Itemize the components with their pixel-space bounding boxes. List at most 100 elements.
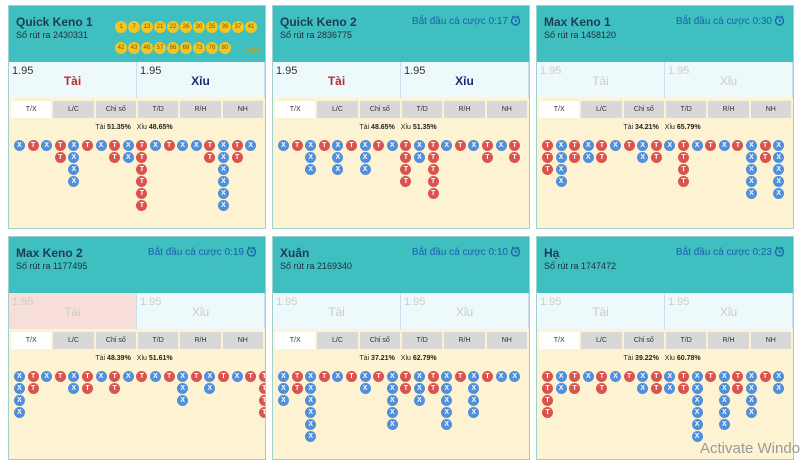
tab[interactable]: NH xyxy=(750,101,791,118)
tab[interactable]: T/X xyxy=(11,101,52,118)
tab[interactable]: R/H xyxy=(708,332,749,349)
road-bead: T xyxy=(400,176,412,187)
clock-icon xyxy=(772,15,785,27)
stat-label: Tài xyxy=(95,124,106,131)
road-bead: X xyxy=(773,176,785,187)
tab[interactable]: Chỉ số xyxy=(359,332,400,349)
road-bead: X xyxy=(441,407,453,418)
tab[interactable]: L/C xyxy=(317,332,358,349)
road-bead: T xyxy=(82,140,93,151)
tab[interactable]: Chỉ số xyxy=(95,332,136,349)
road-bead: T xyxy=(732,140,744,151)
game-panel: Quick Keno 1 Số rút ra 2430331 1 7 13 21 22 26 3… xyxy=(8,5,266,229)
tab-bar: T/X L/C Chỉ số T/D R/H NH xyxy=(275,332,527,349)
odds-tai[interactable]: 1.95 Tài xyxy=(9,293,137,329)
tab[interactable]: Chỉ số xyxy=(623,332,664,349)
tab[interactable]: R/H xyxy=(444,332,485,349)
tab[interactable]: T/D xyxy=(665,101,707,118)
road-bead: X xyxy=(718,383,730,394)
road-bead: X xyxy=(386,383,398,394)
tab[interactable]: R/H xyxy=(444,101,485,118)
road-bead: X xyxy=(718,407,730,418)
odds-xiu[interactable]: 1.95 Xỉu xyxy=(401,293,529,329)
game-title: Quick Keno 2 xyxy=(280,15,357,29)
tab[interactable]: R/H xyxy=(180,101,221,118)
stat-pct: 48.65% xyxy=(371,124,395,131)
road-bead: X xyxy=(691,419,703,430)
odds-tai[interactable]: 1.95 Tài xyxy=(273,293,401,329)
bet-timer: Bắt đầu cá cược 0:19 xyxy=(148,246,257,258)
tab[interactable]: NH xyxy=(486,101,527,118)
tab[interactable]: L/C xyxy=(53,101,94,118)
road-bead: X xyxy=(468,140,480,151)
tab[interactable]: T/D xyxy=(137,332,179,349)
road-bead: T xyxy=(596,152,608,163)
tab[interactable]: T/X xyxy=(275,101,316,118)
ball: 22 xyxy=(167,21,179,33)
odds-xiu[interactable]: 1.95 Xỉu xyxy=(665,62,793,98)
road-bead: T xyxy=(569,140,581,151)
tab[interactable]: T/D xyxy=(665,332,707,349)
clock-icon xyxy=(508,246,521,258)
road-bead: X xyxy=(555,164,567,175)
odds-tai[interactable]: 1.95 Tài xyxy=(537,293,665,329)
game-title: Max Keno 1 xyxy=(544,15,611,29)
road-bead: T xyxy=(509,140,521,151)
tab[interactable]: NH xyxy=(222,101,263,118)
tab[interactable]: T/D xyxy=(401,332,443,349)
road-bead: X xyxy=(190,140,202,151)
draw-number: Số rút ra 1458120 xyxy=(544,30,617,40)
tab[interactable]: L/C xyxy=(53,332,94,349)
stat-pct: 34.21% xyxy=(635,124,659,131)
road-bead: X xyxy=(14,407,25,418)
odds-xiu[interactable]: 1.95 Xỉu xyxy=(665,293,793,329)
road-bead: X xyxy=(414,152,425,163)
road-bead: T xyxy=(258,383,265,394)
road-bead: T xyxy=(318,371,330,382)
clock-icon xyxy=(508,15,521,27)
tab[interactable]: T/D xyxy=(401,101,443,118)
odds-value: 1.95 xyxy=(140,296,162,308)
road-bead: X xyxy=(637,140,649,151)
tab[interactable]: Chỉ số xyxy=(623,101,664,118)
odds-tai[interactable]: 1.95 Tài xyxy=(537,62,665,98)
draw-number: Số rút ra 2169340 xyxy=(280,261,353,271)
road-bead: T xyxy=(542,383,553,394)
odds-tai[interactable]: 1.95 Tài xyxy=(9,62,137,98)
tab[interactable]: T/X xyxy=(539,101,580,118)
odds-label: Tài xyxy=(63,74,82,88)
tab[interactable]: R/H xyxy=(708,101,749,118)
odds-xiu[interactable]: 1.95 Xỉu xyxy=(137,62,265,98)
road-bead: T xyxy=(204,140,216,151)
tab[interactable]: T/X xyxy=(275,332,316,349)
road-bead: T xyxy=(136,176,148,187)
tab[interactable]: T/X xyxy=(539,332,580,349)
road-bead: T xyxy=(400,371,412,382)
road-bead: T xyxy=(596,140,608,151)
tab[interactable]: L/C xyxy=(317,101,358,118)
odds-value: 1.95 xyxy=(276,65,298,77)
tab[interactable]: NH xyxy=(750,332,791,349)
tab[interactable]: L/C xyxy=(581,101,622,118)
ball: 42 xyxy=(115,42,127,54)
tab[interactable]: NH xyxy=(222,332,263,349)
ball: 37 xyxy=(232,21,244,33)
tab[interactable]: R/H xyxy=(180,332,221,349)
road-bead: X xyxy=(231,371,243,382)
tab[interactable]: NH xyxy=(486,332,527,349)
ball: 36 xyxy=(219,21,231,33)
road-bead: X xyxy=(555,140,567,151)
stat-label: Xỉu xyxy=(136,124,147,131)
odds-tai[interactable]: 1.95 Tài xyxy=(273,62,401,98)
odds-xiu[interactable]: 1.95 Xỉu xyxy=(401,62,529,98)
tab[interactable]: Chỉ số xyxy=(359,101,400,118)
odds-xiu[interactable]: 1.95 Xỉu xyxy=(137,293,265,329)
road-bead: T xyxy=(109,152,121,163)
game-panel: Xuân Số rút ra 2169340 Bắt đầu cá cược 0:1… xyxy=(272,236,530,460)
road-bead: X xyxy=(218,200,229,211)
tab[interactable]: L/C xyxy=(581,332,622,349)
tab[interactable]: T/X xyxy=(11,332,52,349)
tab[interactable]: T/D xyxy=(137,101,179,118)
timer-text: Bắt đầu cá cược 0:19 xyxy=(147,247,244,258)
tab[interactable]: Chỉ số xyxy=(95,101,136,118)
